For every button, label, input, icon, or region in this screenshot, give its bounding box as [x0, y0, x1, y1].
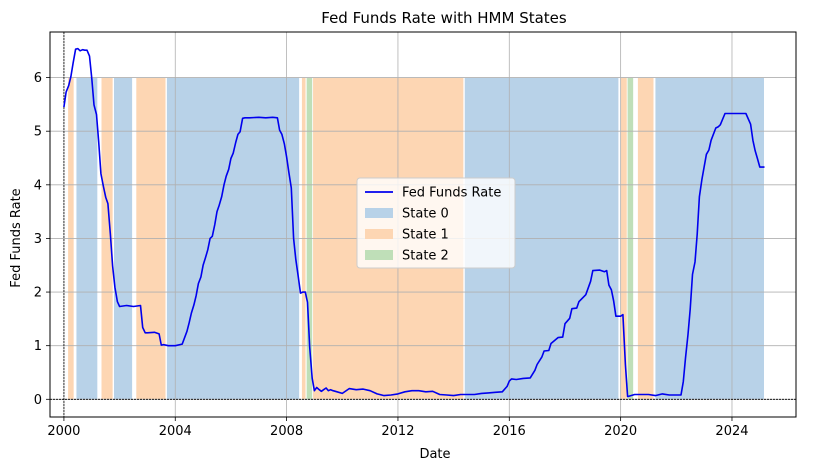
chart-title: Fed Funds Rate with HMM States: [321, 9, 567, 27]
y-tick-label: 4: [34, 178, 42, 193]
plot-frame: [49, 31, 797, 418]
y-tick-label: 5: [34, 125, 42, 140]
legend-state-2-swatch: [365, 250, 393, 260]
legend-state-1-swatch: [365, 229, 393, 239]
legend-label: State 1: [402, 228, 449, 243]
y-tick-label: 3: [34, 232, 42, 247]
x-tick-label: 2004: [159, 424, 192, 439]
legend-box: [356, 177, 516, 269]
x-tick-label: 2024: [715, 424, 748, 439]
legend-label: State 0: [402, 207, 449, 222]
legend: Fed Funds Rate State 0 State 1 State 2: [356, 177, 516, 269]
y-tick-label: 2: [34, 286, 42, 301]
legend-state-0-swatch: [365, 208, 393, 218]
x-tick-label: 2020: [604, 424, 637, 439]
y-tick-label: 6: [34, 71, 42, 86]
x-axis-ticks: 2000 2004 2008 2012 2016 2020 2024: [47, 417, 749, 439]
reference-lines: [50, 32, 796, 417]
x-tick-label: 2016: [493, 424, 526, 439]
y-axis-label: Fed Funds Rate: [9, 188, 24, 287]
x-tick-label: 2008: [270, 424, 303, 439]
x-tick-label: 2012: [381, 424, 414, 439]
legend-label: Fed Funds Rate: [402, 186, 501, 201]
series-line-fed-funds-rate: [63, 47, 765, 398]
series-layer: [63, 47, 765, 398]
y-axis-ticks: 0 1 2 3 4 5 6: [34, 71, 50, 408]
x-tick-label: 2000: [47, 424, 80, 439]
y-tick-label: 0: [34, 393, 42, 408]
y-tick-label: 1: [34, 339, 42, 354]
legend-label: State 2: [402, 249, 449, 264]
x-axis-label: Date: [419, 447, 450, 462]
